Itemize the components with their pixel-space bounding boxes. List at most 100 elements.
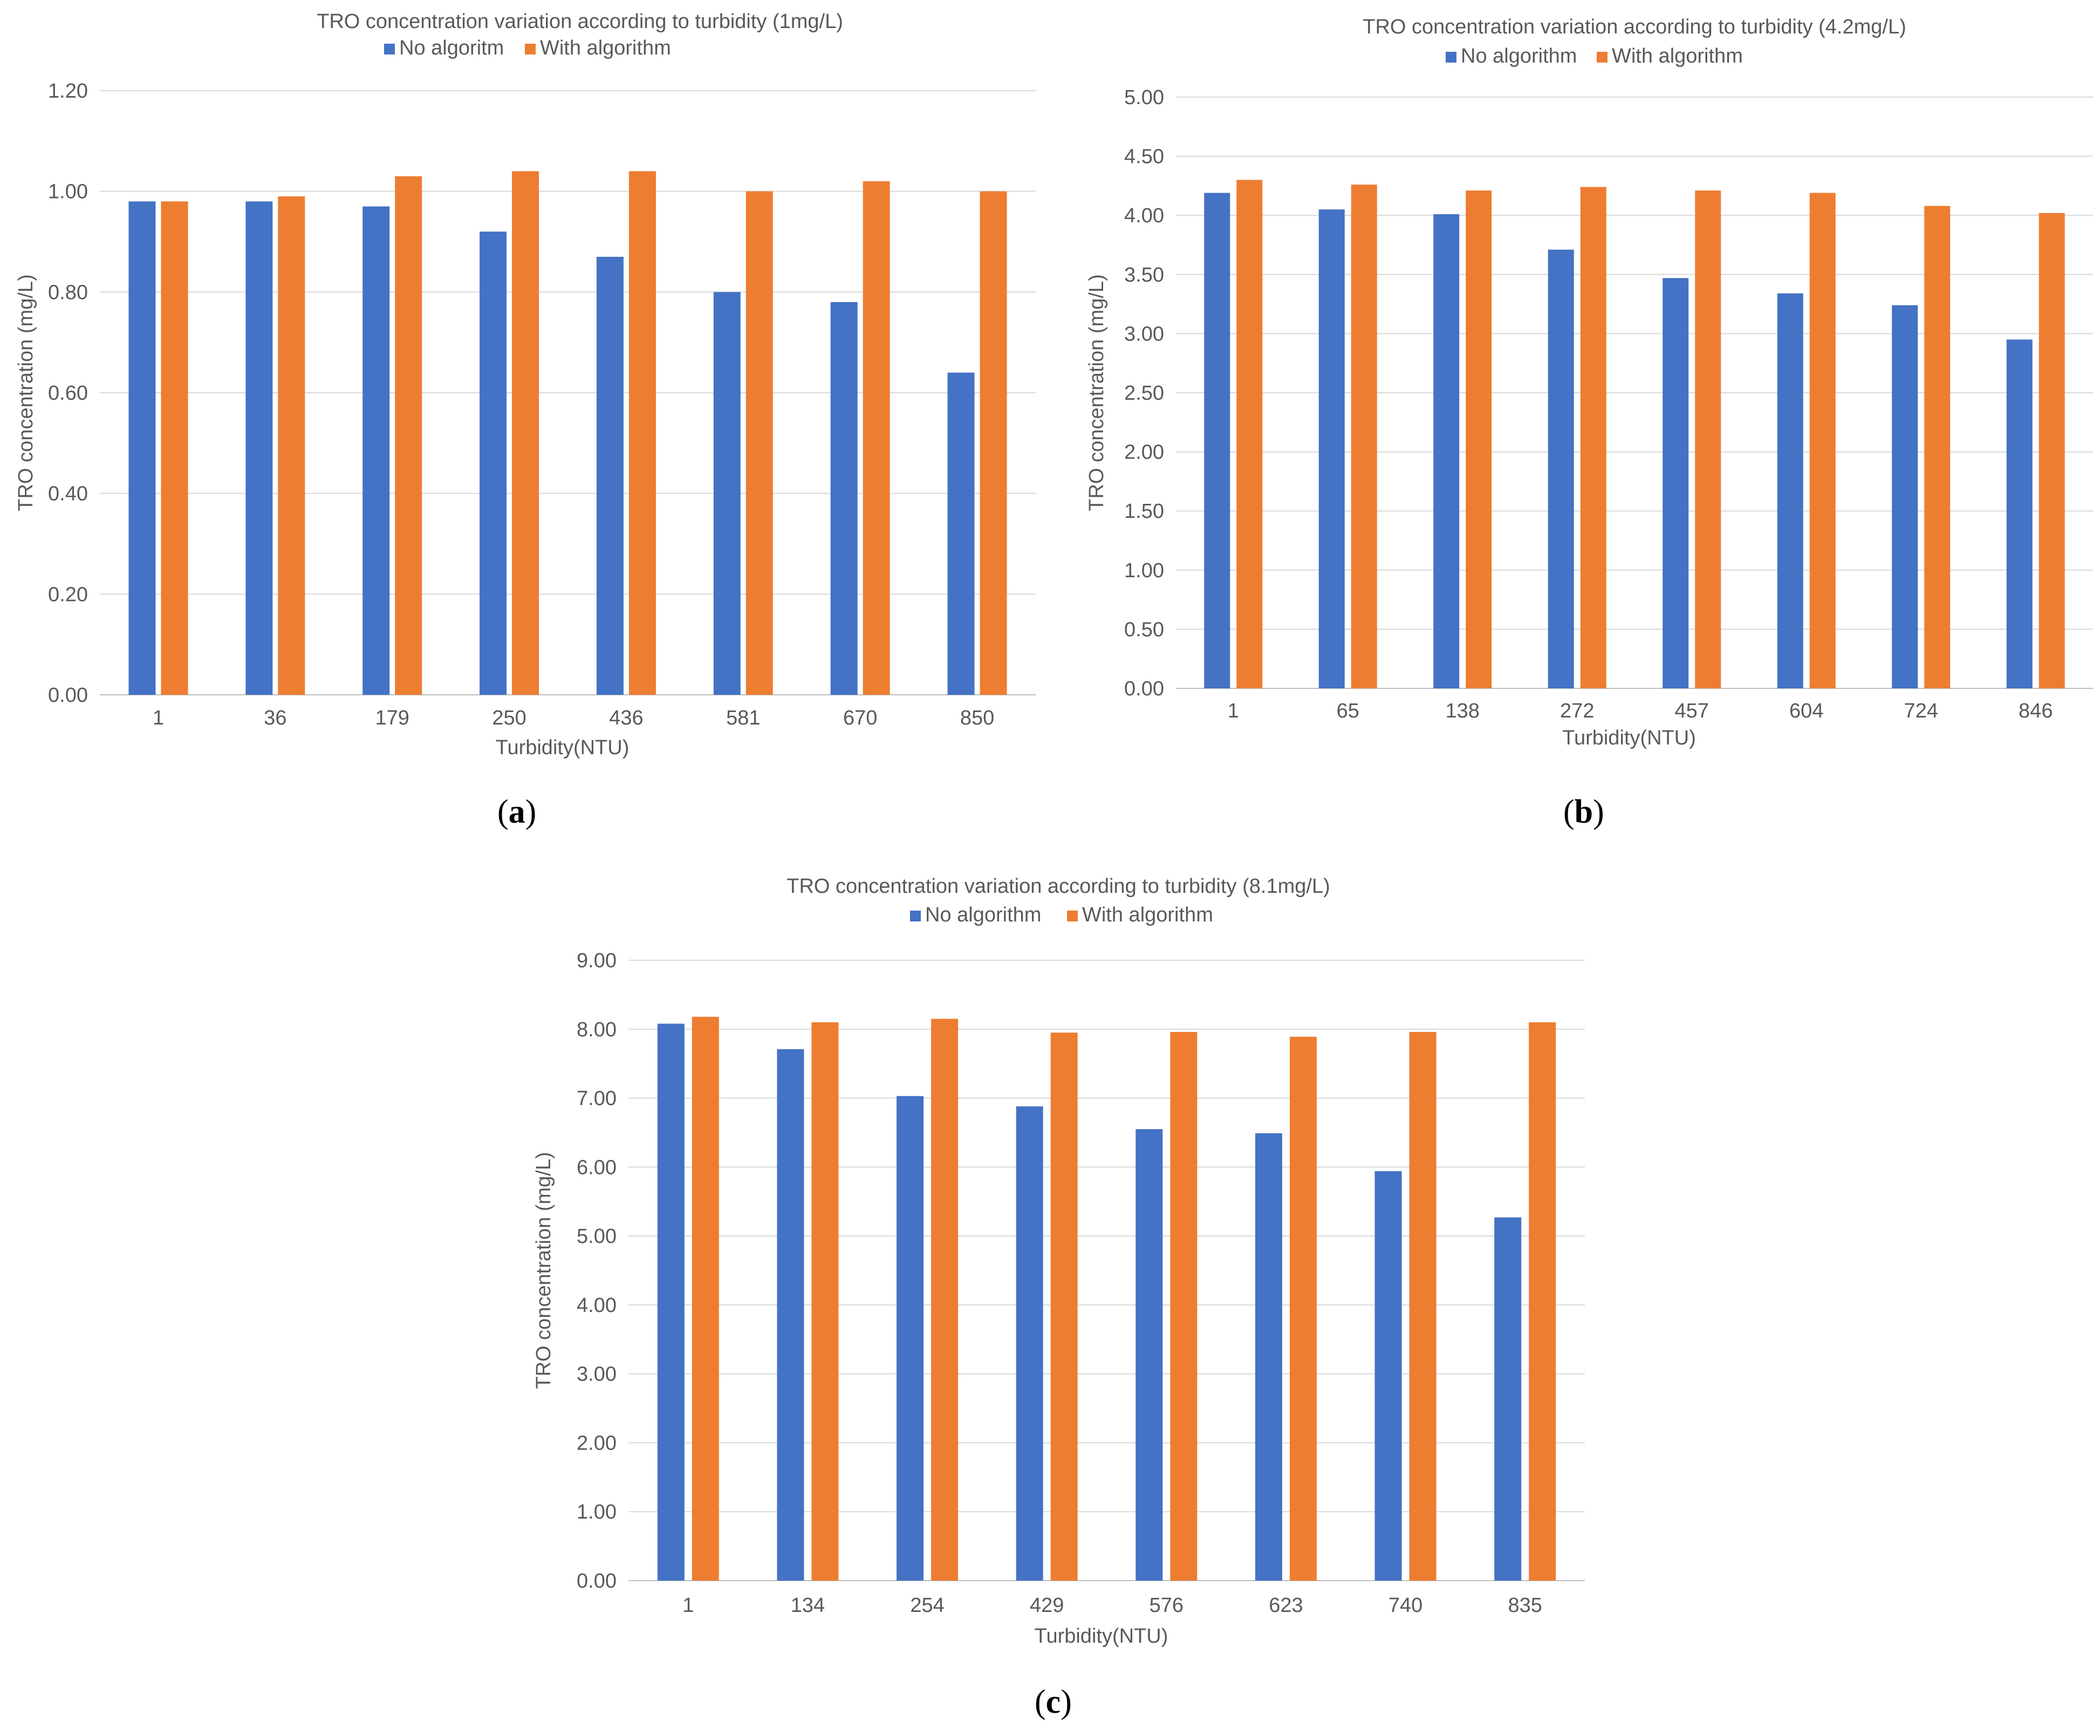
chart1-xtick-label: 179 (375, 707, 409, 729)
chart3-xtick-label: 429 (1030, 1594, 1064, 1617)
chart1-ytick-label: 0.60 (48, 382, 88, 405)
chart2-xlabel: Turbidity(NTU) (1562, 727, 1696, 749)
chart3-ytick-label: 5.00 (577, 1225, 617, 1248)
panel-label-a: (a) (497, 794, 537, 830)
chart1-ytick-label: 1.00 (48, 181, 88, 203)
chart3-bar-with-algorithm-576 (1170, 1031, 1198, 1581)
chart1-xtick-label: 36 (264, 707, 286, 729)
chart1-bar-with-algorithm-250 (512, 171, 539, 695)
chart1-xtick-label: 850 (960, 707, 994, 729)
chart1-bar-with-algorithm-436 (628, 171, 656, 695)
chart3-bar-no-algorithm-254 (897, 1096, 924, 1581)
chart1-bar-no-algorithm-436 (596, 257, 624, 695)
chart3-legend-swatch-2 (1067, 911, 1078, 921)
chart3-ytick-label: 7.00 (577, 1088, 617, 1110)
chart3-xtick-label: 623 (1269, 1594, 1303, 1617)
chart1-ytick-label: 0.00 (48, 684, 88, 707)
chart3-bar-with-algorithm-429 (1050, 1033, 1078, 1581)
chart3-ytick-label: 3.00 (577, 1363, 617, 1386)
chart1-xlabel: Turbidity(NTU) (496, 736, 630, 759)
chart1-bar-no-algorithm-1 (128, 201, 156, 695)
panel-label-b: (b) (1563, 794, 1604, 830)
chart2-legend-label-2: With algorithm (1612, 45, 1743, 67)
chart1-bar-with-algorithm-581 (745, 191, 773, 695)
chart2-title: TRO concentration variation according to… (1363, 16, 1906, 38)
chart2-ytick-label: 0.50 (1124, 618, 1164, 641)
chart2-bar-no-algorithm-604 (1777, 293, 1803, 688)
chart3-bar-with-algorithm-835 (1529, 1022, 1556, 1581)
chart1-legend-label-1: No algoritm (399, 37, 504, 59)
chart2-xtick-label: 1 (1228, 700, 1239, 722)
chart1-xtick-label: 436 (609, 707, 643, 729)
chart2-bar-with-algorithm-604 (1809, 193, 1836, 688)
chart2-xtick-label: 846 (2019, 700, 2053, 722)
chart2-ylabel: TRO concentration (mg/L) (1085, 274, 1108, 511)
chart3-bar-no-algorithm-134 (777, 1049, 804, 1581)
chart3-ytick-label: 6.00 (577, 1156, 617, 1179)
chart1-xtick-label: 250 (492, 707, 526, 729)
chart2-xtick-label: 138 (1446, 700, 1480, 722)
chart3-legend-label-1: No algorithm (925, 904, 1041, 926)
chart2-ytick-label: 1.00 (1124, 559, 1164, 582)
chart3-bar-no-algorithm-576 (1135, 1129, 1163, 1581)
chart1-bar-no-algorithm-670 (830, 302, 858, 695)
chart1-legend-swatch-1 (384, 44, 395, 54)
chart3-legend-swatch-1 (910, 911, 921, 921)
chart2-bar-with-algorithm-272 (1580, 187, 1606, 688)
chart2-xtick-label: 724 (1904, 700, 1938, 722)
chart1-bar-with-algorithm-36 (278, 196, 305, 695)
chart1-legend-swatch-2 (525, 44, 536, 54)
chart3-legend-label-2: With algorithm (1082, 904, 1213, 926)
chart3-bar-with-algorithm-254 (931, 1019, 959, 1581)
chart3-ytick-label: 0.00 (577, 1570, 617, 1593)
chart2-bar-no-algorithm-272 (1548, 249, 1574, 688)
chart2-bar-with-algorithm-1 (1236, 180, 1263, 688)
chart1-xtick-label: 581 (726, 707, 760, 729)
chart2-bar-with-algorithm-457 (1695, 190, 1721, 689)
panel-label-c: (c) (1035, 1684, 1072, 1720)
chart1-title: TRO concentration variation according to… (317, 10, 843, 33)
chart1-bar-with-algorithm-179 (395, 176, 422, 695)
chart3-xtick-label: 740 (1388, 1594, 1422, 1617)
chart2-ytick-label: 3.00 (1124, 323, 1164, 345)
chart3-xtick-label: 835 (1508, 1594, 1542, 1617)
chart3-bar-with-algorithm-134 (811, 1022, 839, 1581)
chart3-bar-with-algorithm-1 (692, 1016, 719, 1581)
chart2-bar-with-algorithm-138 (1466, 190, 1492, 689)
chart2-bar-no-algorithm-65 (1318, 209, 1345, 688)
chart3-bar-with-algorithm-623 (1289, 1036, 1317, 1581)
chart3-ylabel: TRO concentration (mg/L) (532, 1152, 555, 1389)
chart3-bar-no-algorithm-429 (1016, 1106, 1043, 1581)
chart1-bar-with-algorithm-1 (161, 201, 188, 695)
chart2-legend-swatch-2 (1597, 52, 1608, 63)
chart1-legend-label-2: With algorithm (540, 37, 671, 59)
chart3-xlabel: Turbidity(NTU) (1035, 1625, 1168, 1648)
chart2-ytick-label: 3.50 (1124, 264, 1164, 286)
chart3-bar-no-algorithm-740 (1374, 1171, 1402, 1581)
chart1-bar-no-algorithm-36 (245, 201, 273, 695)
chart3-xtick-label: 254 (910, 1594, 944, 1617)
chart2-legend-swatch-1 (1446, 52, 1456, 63)
chart3-xtick-label: 576 (1150, 1594, 1184, 1617)
chart1-bar-no-algorithm-179 (362, 206, 390, 695)
chart1-ytick-label: 1.20 (48, 80, 88, 102)
chart2-ytick-label: 4.00 (1124, 204, 1164, 227)
chart1-bar-no-algorithm-250 (480, 231, 507, 695)
chart2-bar-no-algorithm-1 (1204, 193, 1230, 688)
chart2-bar-with-algorithm-846 (2039, 213, 2065, 688)
chart2-legend-label-1: No algorithm (1461, 45, 1577, 67)
chart1-bar-no-algorithm-850 (947, 372, 975, 695)
chart3-bar-with-algorithm-740 (1409, 1031, 1437, 1581)
chart1-bar-with-algorithm-670 (863, 181, 890, 695)
chart2-ytick-label: 4.50 (1124, 146, 1164, 168)
chart3-xtick-label: 134 (791, 1594, 825, 1617)
chart3-bar-no-algorithm-623 (1255, 1133, 1282, 1581)
chart1-ytick-label: 0.80 (48, 281, 88, 304)
chart2-ytick-label: 1.50 (1124, 500, 1164, 523)
chart3-title: TRO concentration variation according to… (786, 875, 1330, 898)
chart3-ytick-label: 2.00 (577, 1432, 617, 1454)
chart1-ylabel: TRO concentration (mg/L) (15, 274, 37, 511)
chart2-xtick-label: 457 (1675, 700, 1709, 722)
chart2-ytick-label: 2.50 (1124, 382, 1164, 405)
